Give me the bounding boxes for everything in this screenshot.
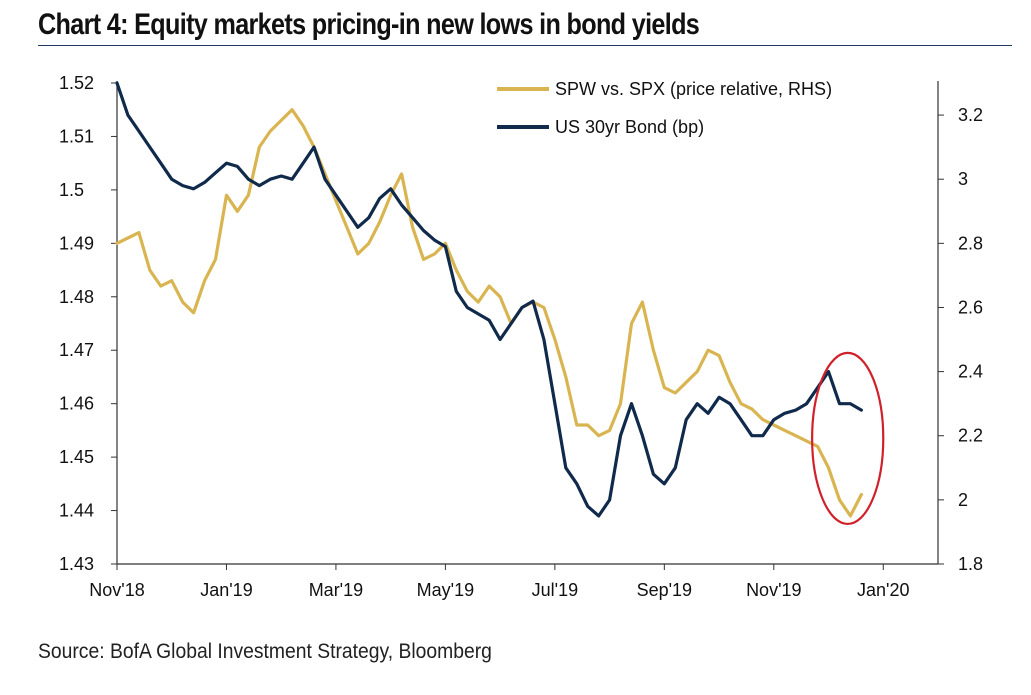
chart-series [115, 81, 864, 518]
y-left-tick-label: 1.48 [59, 287, 94, 307]
y-left-tick-label: 1.46 [59, 394, 94, 414]
x-tick-label: Jan'20 [857, 580, 909, 600]
x-tick-label: Sep'19 [637, 580, 693, 600]
y-right-tick-label: 2.2 [958, 426, 983, 446]
x-tick-label: Jan'19 [200, 580, 252, 600]
y-left-tick-label: 1.52 [59, 73, 94, 93]
y-left-tick-label: 1.45 [59, 447, 94, 467]
y-left-tick-label: 1.47 [59, 340, 94, 360]
y-right-tick-label: 3.2 [958, 105, 983, 125]
x-tick-label: Mar'19 [309, 580, 363, 600]
chart-legend: SPW vs. SPX (price relative, RHS) US 30yr… [497, 79, 832, 137]
legend-label-spw-vs-spx: SPW vs. SPX (price relative, RHS) [555, 79, 832, 99]
x-tick-label: Jul'19 [532, 580, 578, 600]
source-note: Source: BofA Global Investment Strategy,… [38, 640, 492, 663]
chart-annotation [811, 351, 885, 526]
y-left-tick-label: 1.43 [59, 554, 94, 574]
chart-axes: 1.43 1.44 1.45 1.46 1.47 1.48 1.49 1.5 1.51 1.52 1… [59, 73, 983, 600]
x-tick-label: Nov'18 [89, 580, 144, 600]
y-left-tick-label: 1.5 [59, 180, 84, 200]
y-left-tick-label: 1.51 [59, 126, 94, 146]
chart-title: Chart 4: Equity markets pricing-in new l… [38, 8, 700, 41]
y-left-tick-label: 1.49 [59, 233, 94, 253]
y-right-tick-label: 2.4 [958, 362, 983, 382]
x-tick-label: Nov'19 [746, 580, 801, 600]
y-right-tick-label: 3 [958, 169, 968, 189]
y-left-tick-label: 1.44 [59, 501, 94, 521]
y-right-tick-label: 2 [958, 490, 968, 510]
highlight-ellipse [811, 351, 885, 526]
series-line-us-30yr-bond [115, 81, 864, 518]
legend-label-us-30yr-bond: US 30yr Bond (bp) [555, 117, 704, 137]
title-rule [38, 45, 1012, 46]
y-right-tick-label: 1.8 [958, 554, 983, 574]
x-tick-label: May'19 [417, 580, 474, 600]
y-right-tick-label: 2.6 [958, 297, 983, 317]
y-right-tick-label: 2.8 [958, 233, 983, 253]
line-chart: 1.43 1.44 1.45 1.46 1.47 1.48 1.49 1.5 1.51 1.52 1… [59, 73, 983, 600]
series-line-spw-vs-spx [115, 108, 864, 518]
